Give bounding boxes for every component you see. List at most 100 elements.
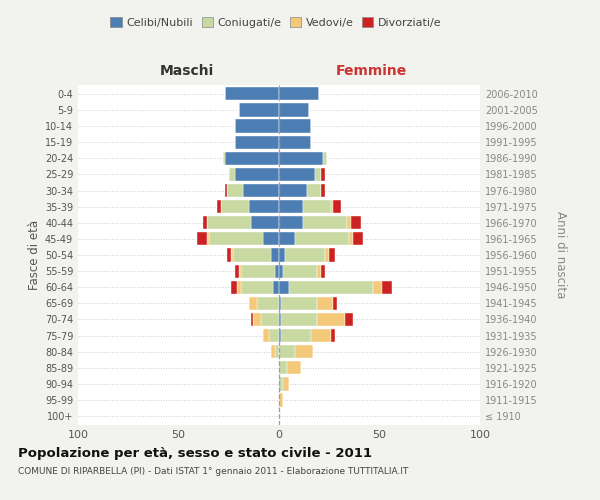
Bar — [235, 264, 239, 278]
Bar — [273, 280, 279, 294]
Bar — [331, 200, 333, 213]
Bar — [333, 200, 341, 213]
Bar — [321, 264, 325, 278]
Bar — [323, 152, 327, 165]
Bar — [303, 216, 347, 230]
Bar — [283, 378, 289, 390]
Bar — [261, 313, 279, 326]
Bar — [279, 232, 295, 245]
Bar — [279, 264, 283, 278]
Bar — [352, 216, 361, 230]
Bar — [269, 329, 279, 342]
Bar — [251, 216, 279, 230]
Bar — [279, 200, 303, 213]
Bar — [279, 296, 281, 310]
Bar — [217, 200, 221, 213]
Bar — [347, 216, 352, 230]
Bar — [281, 313, 317, 326]
Bar — [235, 168, 279, 181]
Bar — [279, 248, 285, 262]
Bar — [279, 280, 289, 294]
Bar — [249, 200, 279, 213]
Bar — [271, 345, 275, 358]
Bar — [249, 296, 257, 310]
Text: Femmine: Femmine — [336, 64, 407, 78]
Bar — [373, 280, 382, 294]
Bar — [346, 313, 353, 326]
Bar — [241, 280, 273, 294]
Bar — [225, 152, 279, 165]
Bar — [241, 264, 275, 278]
Bar — [197, 232, 206, 245]
Bar — [275, 264, 279, 278]
Y-axis label: Fasce di età: Fasce di età — [28, 220, 41, 290]
Bar — [279, 184, 307, 197]
Bar — [279, 152, 323, 165]
Bar — [271, 248, 279, 262]
Bar — [307, 184, 321, 197]
Bar — [231, 248, 233, 262]
Bar — [279, 313, 281, 326]
Bar — [281, 329, 311, 342]
Bar — [233, 248, 271, 262]
Bar — [263, 232, 279, 245]
Bar — [263, 329, 269, 342]
Bar — [287, 361, 301, 374]
Bar — [281, 296, 317, 310]
Bar — [279, 104, 309, 117]
Bar — [237, 280, 241, 294]
Bar — [329, 248, 335, 262]
Bar — [289, 280, 373, 294]
Bar — [353, 232, 364, 245]
Text: COMUNE DI RIPARBELLA (PI) - Dati ISTAT 1° gennaio 2011 - Elaborazione TUTTITALIA: COMUNE DI RIPARBELLA (PI) - Dati ISTAT 1… — [18, 468, 409, 476]
Bar — [206, 232, 209, 245]
Bar — [225, 88, 279, 101]
Bar — [317, 313, 346, 326]
Bar — [295, 232, 349, 245]
Bar — [321, 184, 325, 197]
Bar — [303, 200, 331, 213]
Bar — [235, 136, 279, 149]
Bar — [206, 216, 251, 230]
Bar — [209, 232, 263, 245]
Bar — [231, 280, 237, 294]
Bar — [382, 280, 392, 294]
Legend: Celibi/Nubili, Coniugati/e, Vedovi/e, Divorziati/e: Celibi/Nubili, Coniugati/e, Vedovi/e, Di… — [106, 13, 446, 32]
Bar — [225, 184, 227, 197]
Bar — [331, 329, 335, 342]
Bar — [315, 168, 321, 181]
Bar — [279, 394, 283, 406]
Bar — [239, 264, 241, 278]
Text: Maschi: Maschi — [160, 64, 214, 78]
Bar — [325, 248, 329, 262]
Bar — [243, 184, 279, 197]
Bar — [279, 361, 287, 374]
Text: Popolazione per età, sesso e stato civile - 2011: Popolazione per età, sesso e stato civil… — [18, 448, 372, 460]
Bar — [321, 168, 325, 181]
Bar — [317, 264, 321, 278]
Bar — [227, 184, 243, 197]
Bar — [333, 296, 337, 310]
Y-axis label: Anni di nascita: Anni di nascita — [554, 212, 568, 298]
Bar — [223, 152, 225, 165]
Bar — [295, 345, 313, 358]
Bar — [279, 329, 281, 342]
Bar — [235, 120, 279, 132]
Bar — [229, 168, 235, 181]
Bar — [285, 248, 325, 262]
Bar — [279, 120, 311, 132]
Bar — [279, 136, 311, 149]
Bar — [203, 216, 206, 230]
Bar — [317, 296, 333, 310]
Bar — [279, 168, 315, 181]
Bar — [279, 216, 303, 230]
Bar — [279, 378, 283, 390]
Bar — [349, 232, 353, 245]
Bar — [227, 248, 231, 262]
Bar — [257, 296, 279, 310]
Bar — [275, 345, 279, 358]
Bar — [283, 264, 317, 278]
Bar — [253, 313, 261, 326]
Bar — [251, 313, 253, 326]
Bar — [221, 200, 249, 213]
